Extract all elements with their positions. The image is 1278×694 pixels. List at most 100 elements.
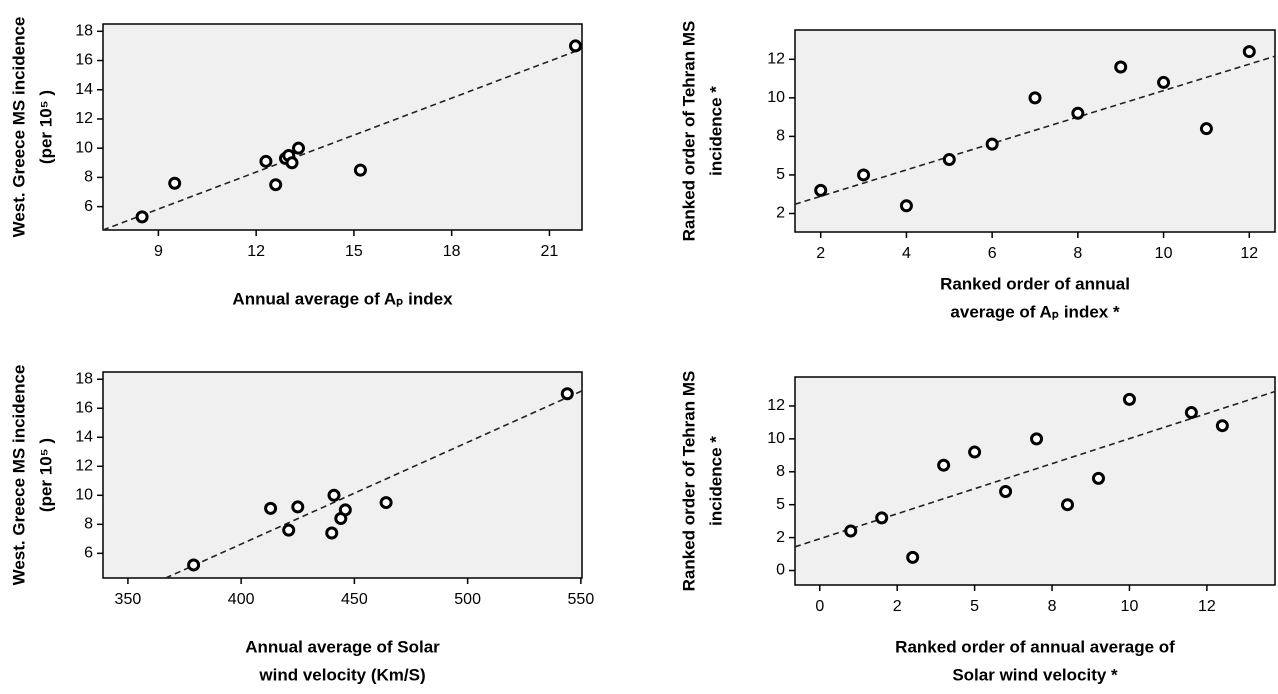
x-tick-label: 5 — [970, 598, 979, 615]
x-tick-label: 0 — [815, 598, 824, 615]
panel: 350 400 450 500 550 6 8 10 12 14 16 18 Annual averag… — [9, 365, 594, 685]
x-tick-label: 500 — [454, 591, 481, 608]
y-axis-label: West. Greece MS incidence — [9, 17, 28, 238]
y-tick-label: 12 — [75, 110, 93, 127]
point — [1199, 122, 1213, 136]
x-tick-label: 350 — [115, 591, 142, 608]
x-tick-label: 8 — [1048, 598, 1057, 615]
y-tick-label: 2 — [776, 529, 785, 546]
x-tick-label: 2 — [893, 598, 902, 615]
point — [875, 511, 889, 525]
y-tick-label: 10 — [75, 487, 93, 504]
y-tick-label: 16 — [75, 52, 93, 69]
point — [338, 503, 352, 517]
point — [1184, 406, 1198, 420]
point — [259, 154, 273, 168]
y-tick-label: 6 — [84, 198, 93, 215]
point — [985, 137, 999, 151]
point — [1114, 60, 1128, 74]
point — [1030, 432, 1044, 446]
x-tick-label: 8 — [1073, 245, 1082, 262]
x-tick-label: 12 — [1198, 598, 1216, 615]
plot-area — [102, 371, 583, 579]
panel: 2 4 6 8 10 12 2 5 8 10 12 Ranked order of annual ave… — [679, 21, 1276, 321]
y-axis-label: (per 10⁵ ) — [36, 438, 55, 512]
x-axis-label: average of Aₚ index * — [950, 302, 1120, 321]
x-tick-label: 10 — [1121, 598, 1139, 615]
x-axis-label: Annual average of Aₚ index — [232, 289, 453, 308]
point — [999, 485, 1013, 499]
y-tick-label: 10 — [767, 89, 785, 106]
y-tick-label: 5 — [776, 166, 785, 183]
y-tick-label: 2 — [776, 205, 785, 222]
y-axis-label: incidence * — [706, 436, 725, 526]
point — [899, 199, 913, 213]
y-axis-label: incidence * — [706, 86, 725, 176]
x-tick-label: 2 — [816, 245, 825, 262]
y-tick-label: 14 — [75, 81, 93, 98]
y-tick-label: 12 — [767, 397, 785, 414]
plot-area — [102, 23, 583, 231]
x-axis-label: wind velocity (Km/S) — [258, 665, 425, 684]
point — [168, 176, 182, 190]
x-axis-label: Solar wind velocity * — [952, 665, 1118, 684]
y-tick-label: 10 — [767, 430, 785, 447]
point — [1028, 91, 1042, 105]
point — [937, 458, 951, 472]
y-tick-label: 8 — [776, 463, 785, 480]
x-tick-label: 15 — [345, 243, 363, 260]
y-tick-label: 8 — [84, 516, 93, 533]
x-tick-label: 12 — [247, 243, 265, 260]
y-axis-label: (per 10⁵ ) — [36, 90, 55, 164]
point — [857, 168, 871, 182]
point — [292, 141, 306, 155]
point — [968, 445, 982, 459]
y-tick-label: 0 — [776, 562, 785, 579]
x-axis-label: Ranked order of annual average of — [895, 637, 1175, 656]
point — [1157, 75, 1171, 89]
point — [282, 523, 296, 537]
point — [327, 488, 341, 502]
fit-line — [165, 390, 583, 579]
point — [1122, 392, 1136, 406]
x-tick-label: 4 — [902, 245, 911, 262]
y-tick-label: 18 — [75, 370, 93, 387]
point — [325, 526, 339, 540]
point — [844, 524, 858, 538]
point — [560, 387, 574, 401]
point — [1091, 471, 1105, 485]
x-tick-label: 550 — [568, 591, 595, 608]
y-tick-label: 12 — [767, 51, 785, 68]
point — [1215, 419, 1229, 433]
y-tick-label: 8 — [776, 128, 785, 145]
y-tick-label: 8 — [84, 169, 93, 186]
point — [379, 496, 393, 510]
y-tick-label: 12 — [75, 458, 93, 475]
y-axis-label: Ranked order of Tehran MS — [679, 371, 698, 592]
point — [291, 500, 305, 514]
y-axis-label: West. Greece MS incidence — [9, 365, 28, 586]
point — [285, 156, 299, 170]
x-tick-label: 10 — [1155, 245, 1173, 262]
x-tick-label: 450 — [341, 591, 368, 608]
x-tick-label: 21 — [541, 243, 559, 260]
y-tick-label: 14 — [75, 429, 93, 446]
x-tick-label: 400 — [228, 591, 255, 608]
y-tick-label: 5 — [776, 496, 785, 513]
y-tick-label: 16 — [75, 399, 93, 416]
y-tick-label: 10 — [75, 139, 93, 156]
y-tick-label: 6 — [84, 545, 93, 562]
x-axis-label: Ranked order of annual — [940, 274, 1130, 293]
x-tick-label: 9 — [154, 243, 163, 260]
panel: 0 2 5 8 10 12 0 2 5 8 10 12 Ranked order of annual a… — [679, 371, 1276, 684]
x-axis-label: Annual average of Solar — [245, 637, 440, 656]
point — [264, 501, 278, 515]
panel: 9 12 15 18 21 6 8 10 12 14 16 18 Annual average of A… — [9, 17, 583, 308]
point — [187, 558, 201, 572]
point — [568, 39, 582, 53]
plot-area — [794, 376, 1276, 586]
fit-line — [794, 55, 1276, 206]
point — [269, 178, 283, 192]
y-tick-label: 18 — [75, 23, 93, 40]
